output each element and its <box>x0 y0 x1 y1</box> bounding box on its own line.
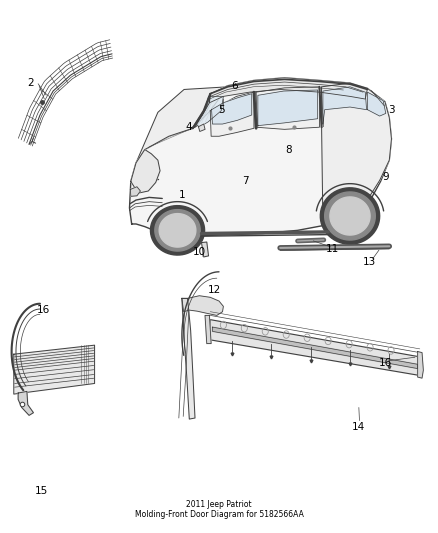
Text: 9: 9 <box>382 172 389 182</box>
Text: 16: 16 <box>379 358 392 368</box>
Polygon shape <box>14 345 95 394</box>
Polygon shape <box>196 96 223 127</box>
Polygon shape <box>159 214 196 247</box>
Text: 5: 5 <box>218 104 225 115</box>
Polygon shape <box>155 209 200 251</box>
Polygon shape <box>131 187 141 196</box>
Polygon shape <box>212 327 418 368</box>
Text: 3: 3 <box>388 104 395 115</box>
Polygon shape <box>212 94 252 124</box>
Polygon shape <box>209 78 367 103</box>
Polygon shape <box>210 320 420 375</box>
Text: 15: 15 <box>35 486 48 496</box>
Polygon shape <box>320 188 380 244</box>
Polygon shape <box>182 296 223 316</box>
Text: 13: 13 <box>363 257 376 267</box>
Polygon shape <box>198 124 205 132</box>
Polygon shape <box>131 150 160 193</box>
Polygon shape <box>18 391 33 415</box>
Text: 12: 12 <box>208 286 221 295</box>
Text: 2011 Jeep Patriot
Molding-Front Door Diagram for 5182566AA: 2011 Jeep Patriot Molding-Front Door Dia… <box>134 499 304 519</box>
Text: 4: 4 <box>185 122 192 132</box>
Text: 1: 1 <box>179 190 185 200</box>
Text: 7: 7 <box>242 176 248 187</box>
Polygon shape <box>182 298 195 419</box>
Text: 2: 2 <box>27 78 34 88</box>
Text: 8: 8 <box>286 144 292 155</box>
Polygon shape <box>201 242 208 257</box>
Text: 11: 11 <box>326 245 339 254</box>
Polygon shape <box>210 92 254 136</box>
Polygon shape <box>323 87 367 124</box>
Polygon shape <box>321 83 392 224</box>
Polygon shape <box>258 90 318 126</box>
Polygon shape <box>418 352 424 378</box>
Polygon shape <box>205 316 211 344</box>
Text: 16: 16 <box>37 305 50 315</box>
Polygon shape <box>325 192 375 240</box>
Polygon shape <box>151 206 205 255</box>
Polygon shape <box>193 94 210 127</box>
Polygon shape <box>130 78 392 236</box>
Text: 14: 14 <box>352 422 365 432</box>
Polygon shape <box>330 197 370 235</box>
Text: 6: 6 <box>231 81 237 91</box>
Polygon shape <box>256 87 319 130</box>
Text: 10: 10 <box>193 247 206 256</box>
Polygon shape <box>367 92 386 116</box>
Polygon shape <box>136 87 228 163</box>
